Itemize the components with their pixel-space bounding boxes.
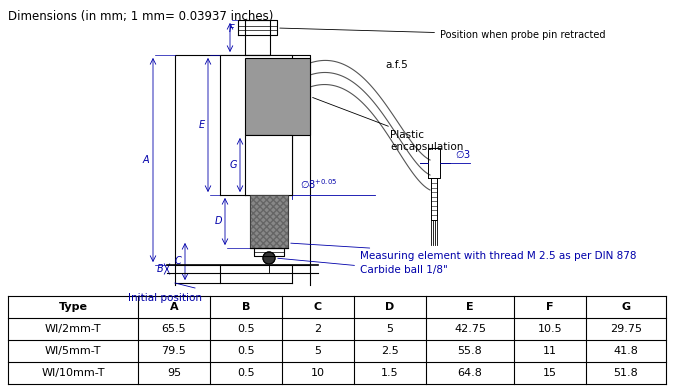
Text: 29.75: 29.75 (610, 324, 642, 334)
Text: F: F (229, 24, 235, 35)
Text: 95: 95 (167, 368, 181, 378)
Text: 51.8: 51.8 (613, 368, 638, 378)
Text: 2.5: 2.5 (381, 346, 399, 356)
Text: WI/10mm-T: WI/10mm-T (42, 368, 105, 378)
Text: WI/5mm-T: WI/5mm-T (45, 346, 101, 356)
Text: 2: 2 (315, 324, 322, 334)
Bar (250, 195, 288, 248)
Text: 41.8: 41.8 (613, 346, 638, 356)
Text: F: F (546, 302, 554, 312)
Text: WI/2mm-T: WI/2mm-T (44, 324, 101, 334)
Circle shape (263, 252, 275, 264)
Bar (250, 195, 288, 248)
Bar (245, 58, 310, 135)
Text: 0.5: 0.5 (237, 324, 255, 334)
Text: a.f.5: a.f.5 (385, 60, 407, 70)
Text: Position when probe pin retracted: Position when probe pin retracted (280, 28, 606, 40)
Bar (220, 55, 292, 195)
Bar (245, 135, 292, 195)
Text: B: B (156, 264, 163, 274)
Text: $\varnothing$8$^{+0.05}$: $\varnothing$8$^{+0.05}$ (300, 177, 337, 191)
Text: 0.5: 0.5 (237, 368, 255, 378)
Text: A: A (142, 155, 149, 165)
Text: Type: Type (58, 302, 87, 312)
Text: G: G (622, 302, 631, 312)
Text: D: D (385, 302, 394, 312)
Text: $\varnothing$3: $\varnothing$3 (455, 148, 471, 160)
Text: 10: 10 (311, 368, 325, 378)
Text: D: D (215, 217, 222, 227)
Text: C: C (174, 256, 181, 267)
Text: 1.5: 1.5 (381, 368, 398, 378)
Text: Initial position: Initial position (128, 293, 202, 303)
Text: E: E (466, 302, 474, 312)
Text: Plastic
encapsulation: Plastic encapsulation (313, 97, 464, 152)
Text: 5: 5 (315, 346, 322, 356)
Text: Measuring element with thread M 2.5 as per DIN 878: Measuring element with thread M 2.5 as p… (291, 243, 636, 261)
Text: Carbide ball 1/8": Carbide ball 1/8" (278, 258, 448, 275)
Text: 5: 5 (387, 324, 394, 334)
Text: 64.8: 64.8 (457, 368, 482, 378)
Text: Dimensions (in mm; 1 mm= 0.03937 inches): Dimensions (in mm; 1 mm= 0.03937 inches) (8, 10, 273, 23)
Text: 11: 11 (543, 346, 557, 356)
Text: C: C (314, 302, 322, 312)
Text: 10.5: 10.5 (538, 324, 562, 334)
Text: 65.5: 65.5 (161, 324, 186, 334)
Text: 0.5: 0.5 (237, 346, 255, 356)
Text: G: G (229, 160, 237, 170)
Text: 55.8: 55.8 (457, 346, 482, 356)
Text: 79.5: 79.5 (161, 346, 186, 356)
Text: E: E (199, 120, 205, 130)
Text: A: A (170, 302, 178, 312)
Text: B: B (242, 302, 250, 312)
Text: 42.75: 42.75 (454, 324, 486, 334)
Text: 15: 15 (543, 368, 557, 378)
